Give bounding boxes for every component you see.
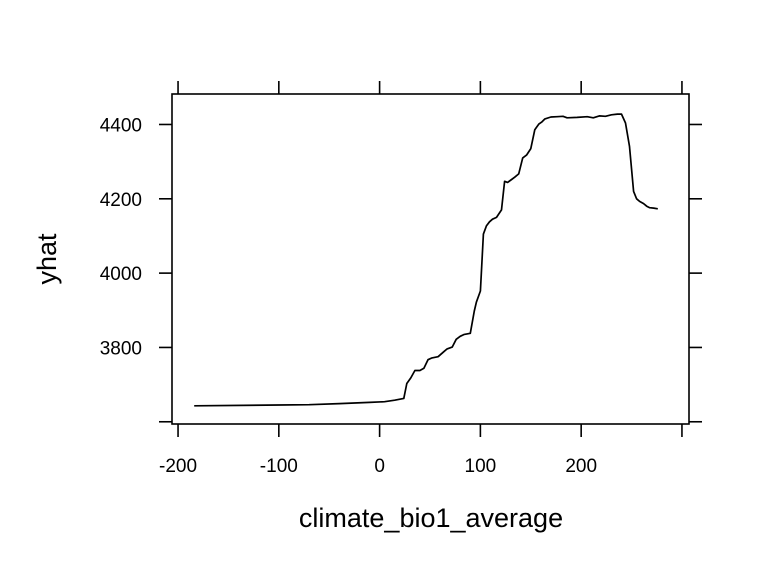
x-tick-label: -200 [159,456,197,477]
x-tick-label: -100 [260,456,298,477]
y-tick-labels: 3800 4000 4200 4400 [100,115,142,359]
y-tick-label: 4400 [100,115,142,136]
x-ticks-top [177,81,683,94]
y-tick-label: 3800 [100,338,142,359]
y-axis-title: yhat [32,233,62,285]
x-ticks-bottom [177,424,683,437]
x-tick-label: 100 [465,456,497,477]
x-tick-labels: -200 -100 0 100 200 [159,456,597,477]
y-tick-label: 4200 [100,190,142,211]
x-tick-label: 0 [374,456,385,477]
x-tick-label: 200 [565,456,597,477]
y-ticks-left [159,123,172,423]
x-axis-title: climate_bio1_average [299,503,563,533]
series-line [194,113,658,407]
y-ticks-right [689,123,702,423]
plot-frame [171,93,690,425]
y-tick-label: 4000 [100,264,142,285]
